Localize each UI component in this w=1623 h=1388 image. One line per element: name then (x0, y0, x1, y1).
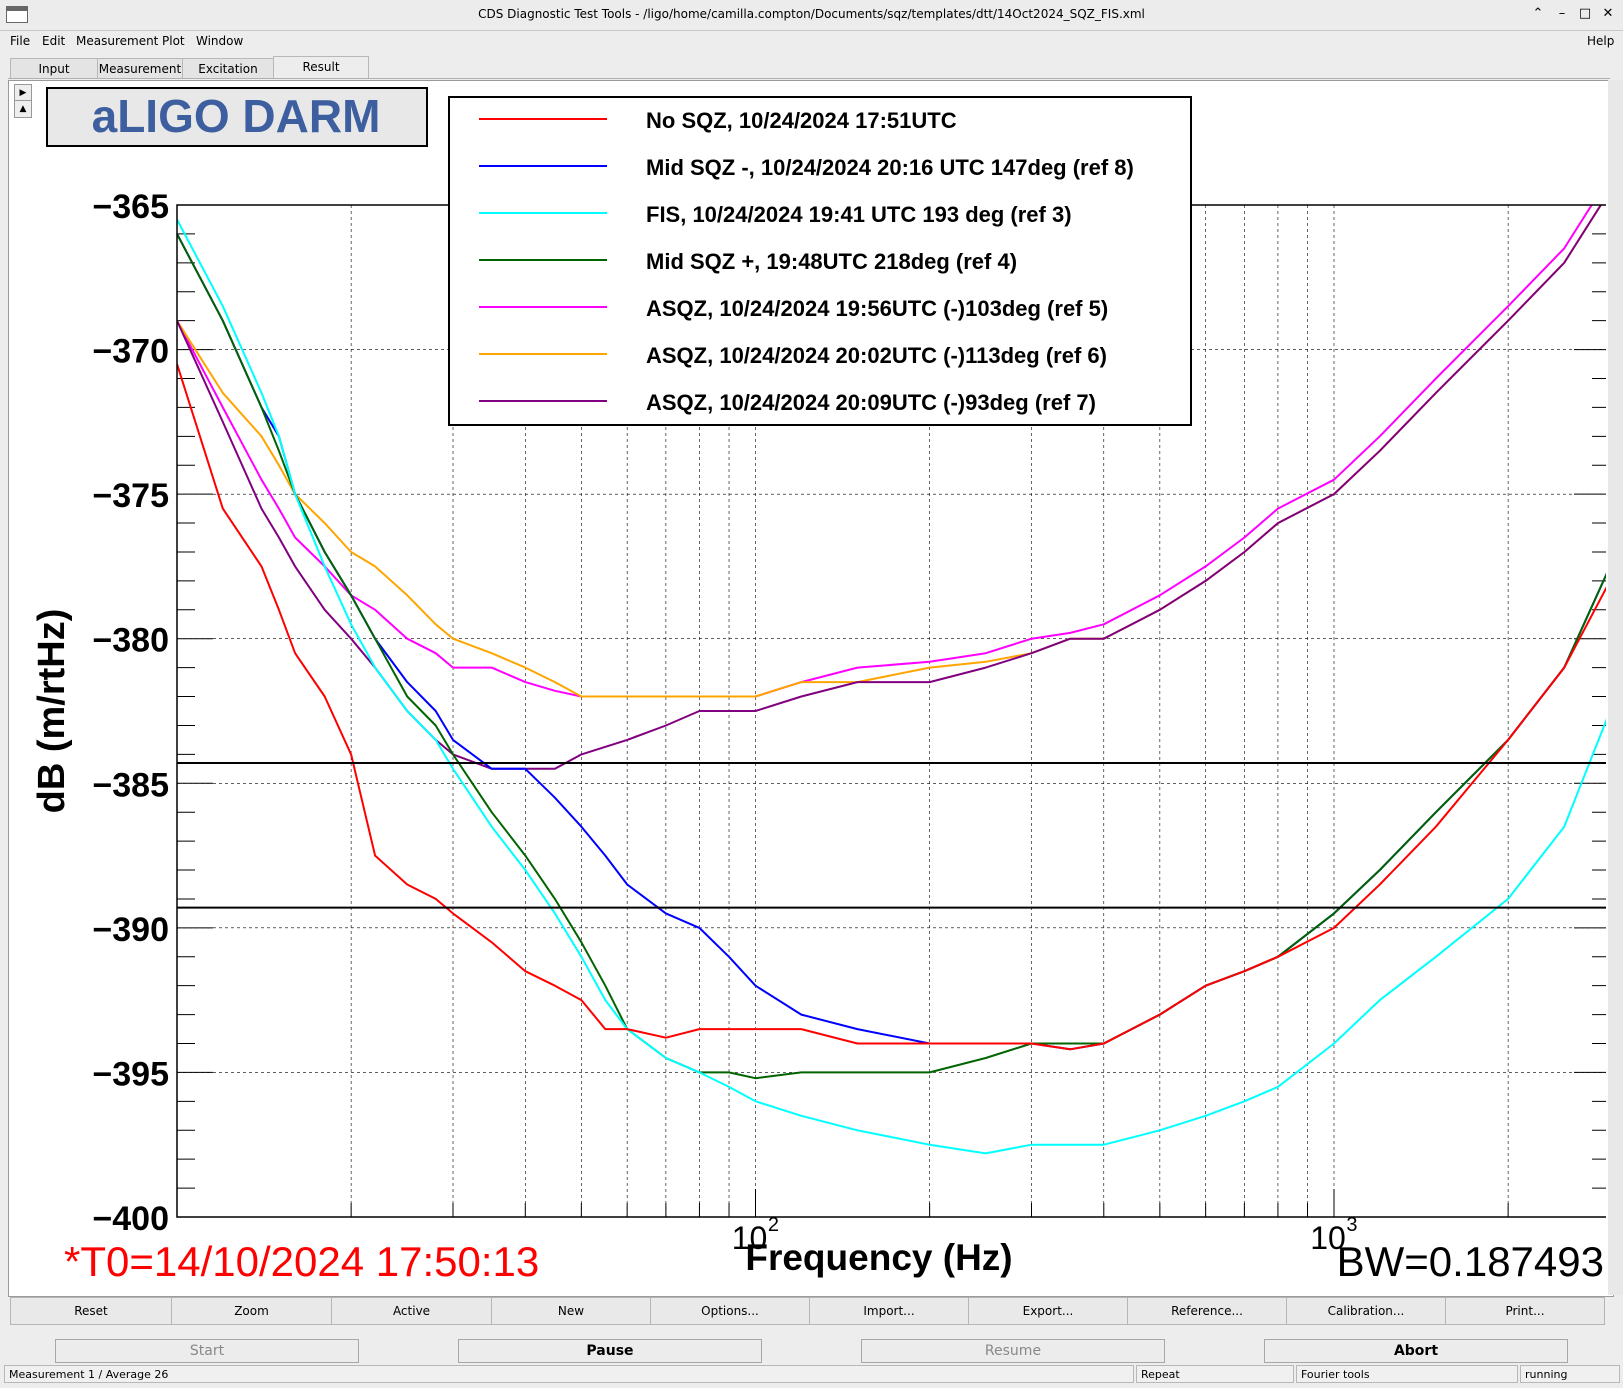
window-maximize-icon[interactable]: □ (1578, 6, 1592, 21)
window-titlebar: CDS Diagnostic Test Tools - /ligo/home/c… (0, 0, 1623, 31)
print-button[interactable]: Print... (1445, 1297, 1605, 1325)
legend-label: Mid SQZ +, 19:48UTC 218deg (ref 4) (646, 249, 1017, 274)
legend: No SQZ, 10/24/2024 17:51UTC Mid SQZ -, 10… (479, 108, 1134, 415)
menu-window[interactable]: Window (196, 34, 244, 48)
x-axis-label: Frequency (Hz) (745, 1237, 1012, 1278)
x-tick-labels: 10 2 10 3 (732, 1214, 1358, 1256)
menu-plot[interactable]: Plot (162, 34, 185, 48)
menu-help[interactable]: Help (1587, 34, 1615, 48)
banner-title: aLIGO DARM (92, 90, 381, 142)
pause-button[interactable]: Pause (458, 1339, 762, 1363)
x-tick-label: 10 (732, 1220, 768, 1256)
status-tools: Fourier tools (1296, 1365, 1518, 1383)
y-tick-label: −380 (92, 622, 169, 660)
x-tick-exponent: 2 (768, 1214, 779, 1236)
darm-plot[interactable]: −365−370−375−380−385−390−395−400 10 2 10 3 … (34, 84, 1606, 1294)
vertical-scrollbar[interactable] (1608, 80, 1623, 1295)
y-tick-label: −400 (92, 1200, 169, 1238)
plot-traces (177, 205, 1606, 1155)
tab-excitation[interactable]: Excitation (182, 58, 274, 79)
y-axis-label: dB (m/rtHz) (34, 609, 73, 814)
reference-lines (177, 762, 1606, 909)
legend-label: Mid SQZ -, 10/24/2024 20:16 UTC 147deg (… (646, 155, 1134, 180)
legend-label: FIS, 10/24/2024 19:41 UTC 193 deg (ref 3… (646, 202, 1072, 227)
new-button[interactable]: New (491, 1297, 651, 1325)
series-line-6 (177, 205, 1602, 770)
y-tick-label: −385 (92, 766, 169, 804)
bw-label: BW=0.187493 (1337, 1238, 1604, 1285)
tab-divider (8, 78, 1610, 79)
status-state: running (1520, 1365, 1620, 1383)
start-button[interactable]: Start (55, 1339, 359, 1363)
y-tick-label: −375 (92, 477, 169, 515)
x-tick-label: 10 (1310, 1220, 1346, 1256)
window-app-icon[interactable] (6, 6, 28, 23)
status-mode: Repeat (1136, 1365, 1294, 1383)
window-minimize-icon[interactable]: – (1558, 6, 1566, 21)
legend-label: ASQZ, 10/24/2024 20:02UTC (-)113deg (ref… (646, 343, 1107, 368)
resume-button[interactable]: Resume (861, 1339, 1165, 1363)
export-button[interactable]: Export... (968, 1297, 1128, 1325)
menu-file[interactable]: File (10, 34, 31, 48)
zoom-button[interactable]: Zoom (171, 1297, 332, 1325)
active-button[interactable]: Active (331, 1297, 492, 1325)
series-line-0 (177, 363, 1606, 1051)
calibration-button[interactable]: Calibration... (1286, 1297, 1446, 1325)
legend-label: ASQZ, 10/24/2024 20:09UTC (-)93deg (ref … (646, 390, 1096, 415)
status-measurement: Measurement 1 / Average 26 (4, 1365, 1134, 1383)
t0-label: *T0=14/10/2024 17:50:13 (64, 1238, 539, 1285)
import-button[interactable]: Import... (809, 1297, 969, 1325)
tab-input[interactable]: Input (10, 58, 98, 79)
y-tick-label: −370 (92, 333, 169, 371)
pad-up-arrow-icon[interactable]: ▲ (14, 100, 32, 118)
menubar: File Edit Measurement Plot Window Help (0, 30, 1623, 52)
legend-label: ASQZ, 10/24/2024 19:56UTC (-)103deg (ref… (646, 296, 1108, 321)
window-close-icon[interactable]: ✕ (1602, 6, 1614, 21)
options-button[interactable]: Options... (650, 1297, 810, 1325)
reference-button[interactable]: Reference... (1127, 1297, 1287, 1325)
y-tick-label: −395 (92, 1055, 169, 1093)
banner-box (46, 87, 428, 147)
tab-measurement[interactable]: Measurement (97, 58, 183, 79)
abort-button[interactable]: Abort (1264, 1339, 1568, 1363)
y-tick-label: −365 (92, 188, 169, 226)
window-title: CDS Diagnostic Test Tools - /ligo/home/c… (478, 7, 1145, 21)
series-line-2 (177, 219, 1606, 1155)
y-tick-labels: −365 −370 −375 −380 −385 −390 −395 −400 (92, 188, 169, 1238)
y-tick-label: −390 (92, 911, 169, 949)
window-shade-icon[interactable]: ⌃ (1532, 6, 1544, 21)
reset-button[interactable]: Reset (10, 1297, 172, 1325)
legend-label: No SQZ, 10/24/2024 17:51UTC (646, 108, 957, 133)
x-tick-exponent: 3 (1346, 1214, 1357, 1236)
tab-result[interactable]: Result (273, 56, 369, 79)
menu-measurement[interactable]: Measurement (76, 34, 159, 48)
menu-edit[interactable]: Edit (42, 34, 66, 48)
